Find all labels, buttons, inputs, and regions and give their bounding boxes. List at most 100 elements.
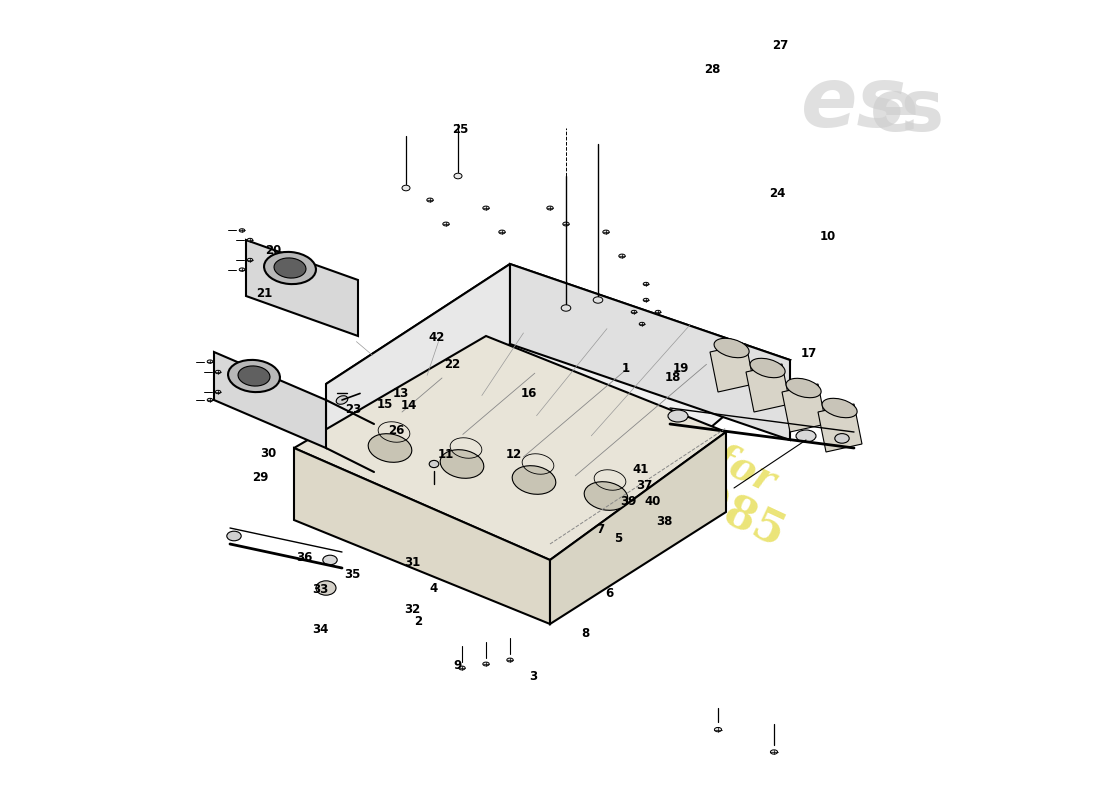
Text: 40: 40 xyxy=(645,495,661,508)
Ellipse shape xyxy=(835,434,849,443)
Text: 19: 19 xyxy=(672,362,689,374)
Text: 36: 36 xyxy=(296,551,312,564)
Text: 39: 39 xyxy=(620,495,637,508)
Text: 35: 35 xyxy=(344,568,361,581)
Ellipse shape xyxy=(207,360,212,363)
Text: 21: 21 xyxy=(256,287,273,300)
Ellipse shape xyxy=(498,230,505,234)
Text: s: s xyxy=(901,78,944,146)
Ellipse shape xyxy=(402,186,410,190)
Ellipse shape xyxy=(454,174,462,178)
Polygon shape xyxy=(550,432,726,624)
Text: 11: 11 xyxy=(438,448,454,461)
Text: 5: 5 xyxy=(614,532,623,545)
Text: e: e xyxy=(869,78,918,146)
Ellipse shape xyxy=(207,398,212,402)
Text: 41: 41 xyxy=(632,463,649,476)
Text: 15: 15 xyxy=(376,398,393,410)
Ellipse shape xyxy=(427,198,433,202)
Ellipse shape xyxy=(443,222,449,226)
Polygon shape xyxy=(326,264,510,464)
Ellipse shape xyxy=(593,297,603,303)
Ellipse shape xyxy=(238,366,270,386)
Ellipse shape xyxy=(561,305,571,311)
Text: 23: 23 xyxy=(345,403,361,416)
Text: 18: 18 xyxy=(666,371,681,384)
Ellipse shape xyxy=(547,206,553,210)
Text: 32: 32 xyxy=(405,603,420,616)
Ellipse shape xyxy=(228,360,279,392)
Ellipse shape xyxy=(337,396,348,404)
Text: 25: 25 xyxy=(452,123,469,136)
Ellipse shape xyxy=(619,254,625,258)
Text: 30: 30 xyxy=(261,447,276,460)
Text: 37: 37 xyxy=(636,479,652,492)
Ellipse shape xyxy=(368,434,411,462)
Polygon shape xyxy=(746,364,790,412)
Ellipse shape xyxy=(603,230,609,234)
Text: 13: 13 xyxy=(393,387,409,400)
Ellipse shape xyxy=(750,358,785,378)
Ellipse shape xyxy=(563,222,569,226)
Text: 1985: 1985 xyxy=(661,466,791,558)
Ellipse shape xyxy=(644,282,649,286)
Ellipse shape xyxy=(227,531,241,541)
Ellipse shape xyxy=(644,298,649,302)
Text: 38: 38 xyxy=(657,515,672,528)
Text: a passion for: a passion for xyxy=(510,347,781,501)
Text: 14: 14 xyxy=(400,399,417,412)
Ellipse shape xyxy=(248,258,253,262)
Polygon shape xyxy=(246,240,358,336)
Text: 31: 31 xyxy=(405,556,420,569)
Polygon shape xyxy=(294,336,726,560)
Ellipse shape xyxy=(316,581,336,595)
Ellipse shape xyxy=(440,450,484,478)
Text: 4: 4 xyxy=(429,582,438,594)
Ellipse shape xyxy=(483,662,490,666)
Text: 20: 20 xyxy=(265,244,282,257)
Text: 26: 26 xyxy=(388,424,405,437)
Text: 22: 22 xyxy=(444,358,461,370)
Polygon shape xyxy=(294,448,550,624)
Ellipse shape xyxy=(714,727,722,732)
Text: es: es xyxy=(801,63,907,145)
Ellipse shape xyxy=(429,460,439,467)
Text: 34: 34 xyxy=(312,623,329,636)
Ellipse shape xyxy=(584,482,628,510)
Ellipse shape xyxy=(264,252,316,284)
Text: 33: 33 xyxy=(312,583,329,596)
Text: 27: 27 xyxy=(772,39,789,52)
Ellipse shape xyxy=(239,229,245,232)
Text: 2: 2 xyxy=(414,615,422,628)
Polygon shape xyxy=(710,344,754,392)
Ellipse shape xyxy=(822,398,857,418)
Ellipse shape xyxy=(239,268,245,271)
Polygon shape xyxy=(214,352,326,448)
Text: 29: 29 xyxy=(252,471,268,484)
Ellipse shape xyxy=(507,658,514,662)
Text: 28: 28 xyxy=(704,63,720,76)
Ellipse shape xyxy=(714,338,749,358)
Text: 8: 8 xyxy=(581,627,590,640)
Ellipse shape xyxy=(216,390,221,394)
Text: 7: 7 xyxy=(596,523,605,536)
Text: 17: 17 xyxy=(801,347,816,360)
Ellipse shape xyxy=(639,322,645,326)
Text: 10: 10 xyxy=(820,230,836,242)
Ellipse shape xyxy=(459,666,465,670)
Ellipse shape xyxy=(656,310,661,314)
Ellipse shape xyxy=(770,750,778,754)
Text: 24: 24 xyxy=(769,187,785,200)
Ellipse shape xyxy=(513,466,556,494)
Text: 9: 9 xyxy=(453,659,461,672)
Text: 3: 3 xyxy=(529,670,537,682)
Polygon shape xyxy=(326,264,790,496)
Text: 6: 6 xyxy=(605,587,614,600)
Polygon shape xyxy=(818,404,862,452)
Text: 12: 12 xyxy=(506,448,522,461)
Text: 1: 1 xyxy=(621,362,630,374)
Ellipse shape xyxy=(796,430,816,442)
Text: 42: 42 xyxy=(428,331,444,344)
Ellipse shape xyxy=(786,378,821,398)
Ellipse shape xyxy=(322,555,338,565)
